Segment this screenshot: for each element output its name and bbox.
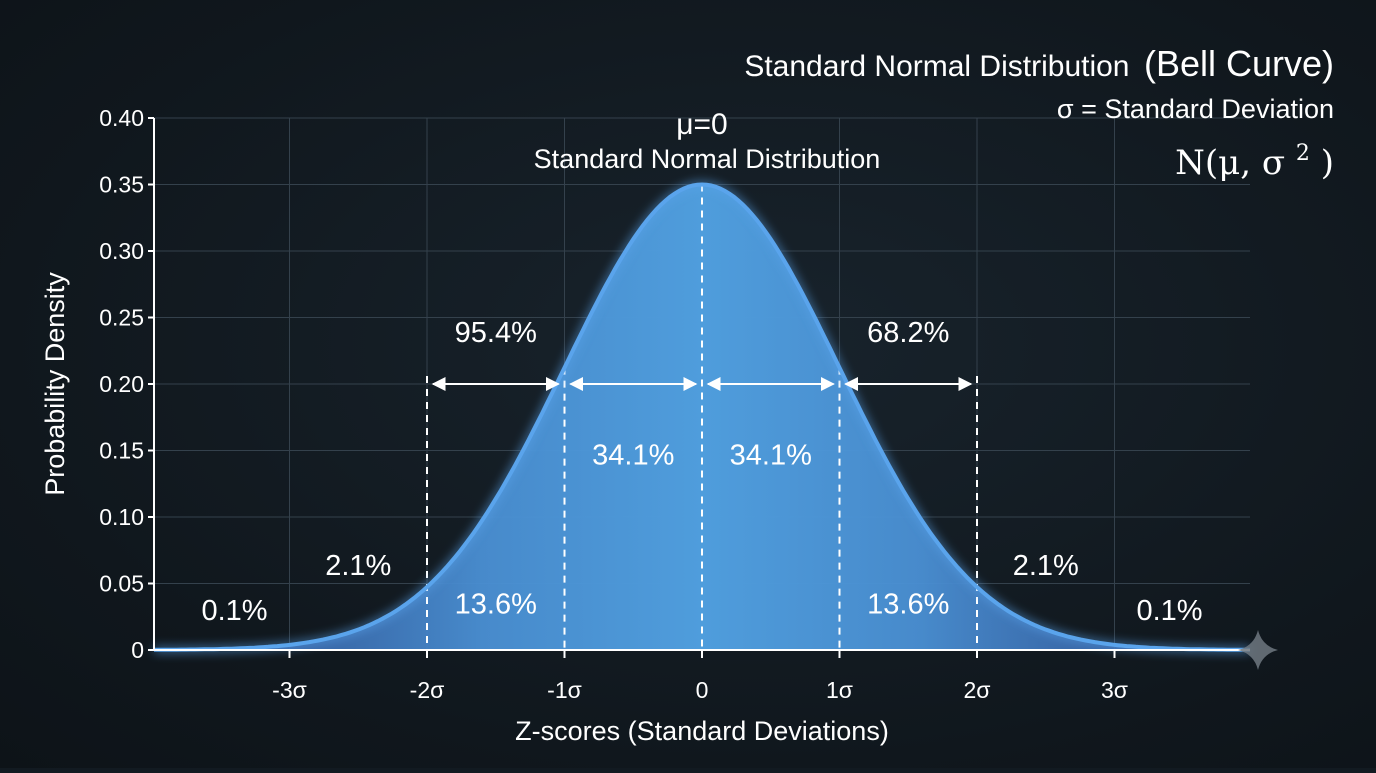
y-tick-label: 0.15 <box>99 438 144 464</box>
sigma-boundaries <box>426 184 978 650</box>
x-tick-label: -1σ <box>547 677 582 703</box>
region-percent-label: 0.1% <box>1136 595 1202 627</box>
chart-subtitle: σ = Standard Deviation <box>1057 94 1334 124</box>
sparkle-icon <box>1238 630 1278 670</box>
formula-suffix: ) <box>1321 143 1334 183</box>
region-percent-label: 34.1% <box>592 439 674 471</box>
y-tick-label: 0.30 <box>99 238 144 264</box>
x-tick-label: -3σ <box>272 677 307 703</box>
y-tick-label: 0.10 <box>99 504 144 530</box>
chart-title-main: Standard Normal Distribution <box>744 50 1129 83</box>
y-axis-title: Probability Density <box>40 272 70 496</box>
y-tick-label: 0 <box>131 637 144 663</box>
x-axis-title: Z-scores (Standard Deviations) <box>515 716 889 746</box>
y-tick-label: 0.25 <box>99 305 144 331</box>
region-percent-label: 2.1% <box>1013 550 1079 582</box>
x-tick-label: -2σ <box>410 677 445 703</box>
bell-curve-line <box>154 182 1250 652</box>
tick-labels: 0 0.05 0.10 0.15 0.20 0.25 0.30 0.35 0.40 -3σ -2σ -… <box>99 105 1128 703</box>
y-tick-label: 0.20 <box>99 371 144 397</box>
region-percent-label: 13.6% <box>455 588 537 620</box>
chart-title-paren: (Bell Curve) <box>1144 43 1334 84</box>
range-label: 95.4% <box>455 317 537 349</box>
y-tick-label: 0.40 <box>99 105 144 131</box>
region-percent-label: 34.1% <box>730 439 812 471</box>
formula-exponent: 2 <box>1296 141 1310 166</box>
curve-area-fill <box>154 184 1250 650</box>
y-tick-label: 0.05 <box>99 571 144 597</box>
mean-label: μ=0 <box>676 108 728 141</box>
x-tick-label: 1σ <box>826 677 853 703</box>
x-tick-label: 3σ <box>1101 677 1128 703</box>
region-percent-label: 0.1% <box>201 595 267 627</box>
y-tick-label: 0.35 <box>99 172 144 198</box>
region-percent-label: 13.6% <box>867 588 949 620</box>
formula-prefix: N(μ, σ <box>1175 143 1285 183</box>
region-percent-label: 2.1% <box>325 550 391 582</box>
chart-title: Standard Normal Distribution (Bell Curve… <box>744 43 1334 84</box>
distribution-formula: N(μ, σ 2 ) <box>1175 129 1334 183</box>
range-label: 68.2% <box>867 317 949 349</box>
axes <box>148 117 1250 658</box>
center-distribution-label: Standard Normal Distribution <box>534 144 881 174</box>
region-labels: 95.4% 68.2% 0.1% 2.1% 13.6% 34.1% 34.1% 13.6% 2.… <box>201 317 1202 627</box>
x-tick-label: 0 <box>696 677 709 703</box>
x-tick-label: 2σ <box>964 677 991 703</box>
